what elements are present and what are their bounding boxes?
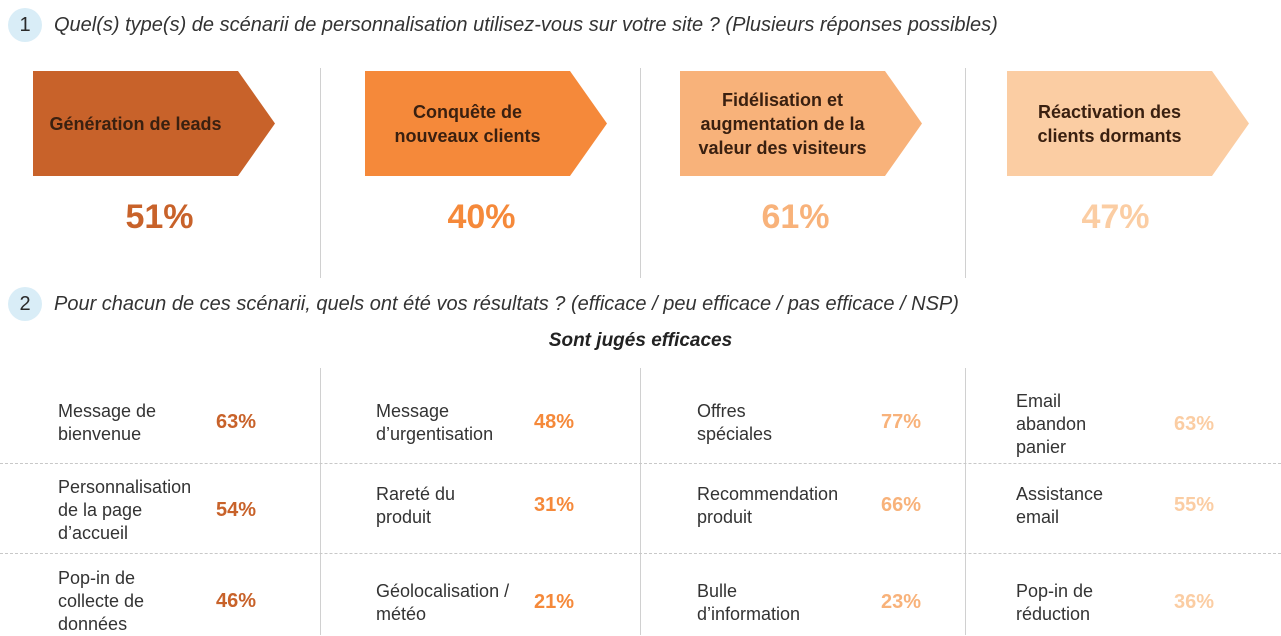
- result-percent: 36%: [1174, 591, 1215, 613]
- result-label: Géolocalisation / météo: [376, 580, 510, 624]
- scenario-arrow: Fidélisation et augmentation de la valeu…: [680, 71, 922, 176]
- question-2-text: Pour chacun de ces scénarii, quels ont é…: [54, 292, 959, 315]
- result-label: Assistance email: [1016, 483, 1104, 527]
- result-percent: 46%: [216, 589, 257, 612]
- column-divider: [640, 68, 641, 278]
- column-divider: [965, 68, 966, 278]
- result-item: Rareté du produit 31%: [376, 478, 616, 533]
- result-item: Pop-in de réduction 36%: [1016, 575, 1256, 630]
- result-item: Assistance email 55%: [1016, 478, 1256, 533]
- result-item: Offres spéciales 77%: [697, 395, 947, 450]
- arrow-shape: [33, 71, 275, 176]
- scenario-label: Fidélisation et augmentation de la valeu…: [698, 89, 867, 158]
- question-1-text: Quel(s) type(s) de scénarii de personnal…: [54, 13, 998, 36]
- scenario-percent: 40%: [447, 198, 516, 236]
- result-label: Message de bienvenue: [58, 400, 157, 444]
- column-divider: [320, 68, 321, 278]
- result-percent: 48%: [534, 411, 575, 433]
- result-label: Offres spéciales: [697, 400, 773, 444]
- scenario-arrow: Génération de leads: [33, 71, 275, 176]
- result-item: Géolocalisation / météo 21%: [376, 575, 616, 630]
- result-percent: 54%: [216, 498, 257, 521]
- result-percent: 23%: [881, 591, 922, 613]
- question-2: 2 Pour chacun de ces scénarii, quels ont…: [8, 287, 959, 321]
- result-label: Bulle d’information: [697, 580, 801, 624]
- question-2-number: 2: [8, 287, 42, 321]
- result-label: Rareté du produit: [376, 483, 456, 527]
- result-label: Recommendation produit: [697, 483, 839, 527]
- scenario-label: Réactivation des clients dormants: [1037, 101, 1182, 146]
- result-percent: 66%: [881, 494, 922, 516]
- scenario-label: Conquête de nouveaux clients: [394, 101, 541, 146]
- result-percent: 21%: [534, 591, 575, 613]
- result-label: Email abandon panier: [1016, 390, 1087, 457]
- scenario-percent: 51%: [125, 198, 194, 236]
- result-label: Pop-in de réduction: [1016, 580, 1094, 624]
- arrow-shape: [680, 71, 922, 176]
- result-item: Pop-in de collecte de données 46%: [58, 566, 298, 636]
- result-item: Message de bienvenue 63%: [58, 395, 298, 450]
- result-percent: 55%: [1174, 494, 1215, 516]
- result-label: Message d’urgentisation: [376, 400, 494, 444]
- result-item: Personnalisation de la page d’accueil 54…: [58, 474, 298, 546]
- scenario-arrow: Conquête de nouveaux clients: [365, 71, 607, 176]
- row-divider: [0, 463, 1281, 464]
- result-item: Recommendation produit 66%: [697, 478, 947, 533]
- result-label: Pop-in de collecte de données: [58, 567, 145, 634]
- scenario-label: Génération de leads: [49, 113, 222, 134]
- scenario-percent: 61%: [761, 198, 830, 236]
- result-percent: 31%: [534, 494, 575, 516]
- column-divider: [640, 368, 641, 635]
- question-1-number: 1: [8, 8, 42, 42]
- section-subtitle: Sont jugés efficaces: [548, 330, 733, 351]
- result-percent: 63%: [216, 411, 257, 433]
- scenario-percent: 47%: [1081, 198, 1150, 236]
- question-1: 1 Quel(s) type(s) de scénarii de personn…: [8, 8, 998, 42]
- result-item: Email abandon panier 63%: [1016, 388, 1256, 460]
- result-label: Personnalisation de la page d’accueil: [58, 476, 192, 543]
- column-divider: [320, 368, 321, 635]
- row-divider: [0, 553, 1281, 554]
- result-percent: 63%: [1174, 412, 1215, 435]
- scenario-arrow: Réactivation des clients dormants: [1007, 71, 1249, 176]
- result-item: Bulle d’information 23%: [697, 575, 947, 630]
- column-divider: [965, 368, 966, 635]
- arrow-shape: [1007, 71, 1249, 176]
- result-percent: 77%: [881, 411, 922, 433]
- result-item: Message d’urgentisation 48%: [376, 395, 616, 450]
- arrow-shape: [365, 71, 607, 176]
